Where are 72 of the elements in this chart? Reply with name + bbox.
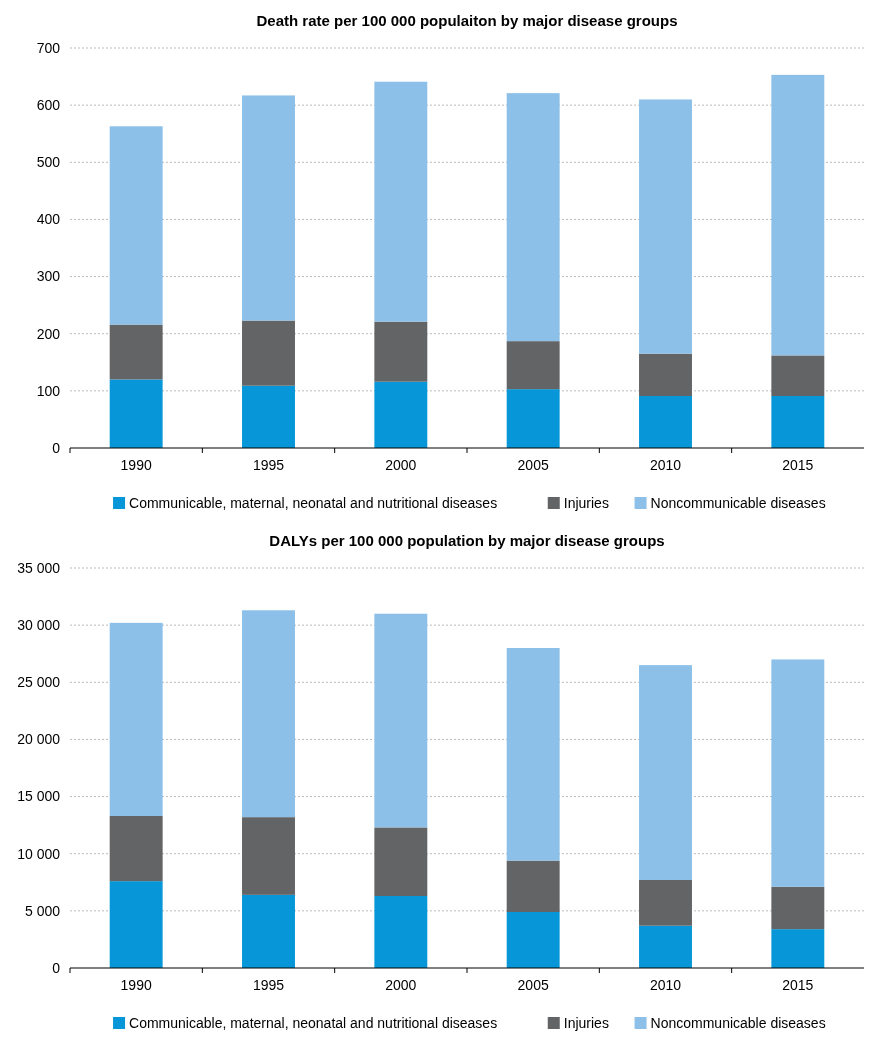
y-tick-label: 600 <box>36 97 61 114</box>
bar <box>639 880 692 926</box>
bar <box>506 389 560 448</box>
legend-label: Injuries <box>563 1014 609 1031</box>
legend-label: Injuries <box>563 494 609 511</box>
chart-title: Death rate per 100 000 populaiton by major disease groups <box>256 12 678 29</box>
legend-label: Communicable, maternal, neonatal and nutritional diseases <box>129 1014 498 1031</box>
x-tick-label: 2010 <box>649 977 682 993</box>
bar <box>242 385 295 448</box>
legend-label: Noncommunicable diseases <box>650 494 826 511</box>
y-tick-label: 0 <box>52 959 61 976</box>
bar <box>374 896 428 968</box>
bar <box>374 381 428 448</box>
bar <box>109 881 163 968</box>
bar <box>109 816 163 882</box>
y-tick-label: 500 <box>36 154 61 171</box>
bar <box>242 817 295 895</box>
y-tick-label: 100 <box>36 382 61 399</box>
bar <box>639 99 692 354</box>
x-tick-label: 1990 <box>120 977 152 993</box>
y-tick-label: 35 000 <box>17 559 61 576</box>
bar <box>242 894 295 968</box>
x-tick-label: 2010 <box>649 457 682 473</box>
x-tick-label: 2015 <box>782 457 814 473</box>
legend-label: Communicable, maternal, neonatal and nutritional diseases <box>129 494 498 511</box>
bar <box>109 324 163 380</box>
bar <box>771 355 825 396</box>
chart-title: DALYs per 100 000 population by major disease groups <box>269 532 665 549</box>
y-tick-label: 20 000 <box>17 731 61 748</box>
y-tick-label: 0 <box>52 439 61 456</box>
bar <box>771 929 825 968</box>
x-tick-label: 2000 <box>385 457 417 473</box>
bar <box>109 379 163 448</box>
y-tick-label: 200 <box>36 325 61 342</box>
bar <box>374 321 428 382</box>
x-tick-label: 2015 <box>782 977 814 993</box>
bar <box>506 341 560 390</box>
bar <box>771 396 825 448</box>
bar <box>374 81 428 322</box>
bar <box>771 659 825 887</box>
bar <box>242 610 295 818</box>
x-tick-label: 2000 <box>385 977 417 993</box>
x-tick-label: 2005 <box>517 457 549 473</box>
legend-label: Noncommunicable diseases <box>650 1014 826 1031</box>
bar <box>771 74 825 356</box>
bar <box>374 613 428 828</box>
bar <box>506 860 560 912</box>
bar <box>109 126 163 325</box>
y-tick-label: 15 000 <box>17 788 61 805</box>
x-tick-label: 2005 <box>517 977 549 993</box>
bar <box>639 353 692 396</box>
bar <box>506 93 560 342</box>
bar <box>639 925 692 968</box>
y-tick-label: 10 000 <box>17 845 61 862</box>
bar <box>506 912 560 968</box>
y-tick-label: 400 <box>36 211 61 228</box>
y-tick-label: 700 <box>36 39 61 56</box>
bar <box>506 648 560 861</box>
bar <box>109 622 163 816</box>
x-tick-label: 1995 <box>252 457 285 473</box>
bar <box>771 886 825 930</box>
x-tick-label: 1995 <box>252 977 285 993</box>
bar <box>242 95 295 321</box>
bar <box>374 827 428 896</box>
y-tick-label: 25 000 <box>17 674 61 691</box>
y-tick-label: 300 <box>36 268 61 285</box>
bar <box>639 665 692 880</box>
bar <box>639 396 692 448</box>
bar <box>242 320 295 386</box>
y-tick-label: 30 000 <box>17 617 61 634</box>
x-tick-label: 1990 <box>120 457 152 473</box>
y-tick-label: 5 000 <box>24 902 61 919</box>
